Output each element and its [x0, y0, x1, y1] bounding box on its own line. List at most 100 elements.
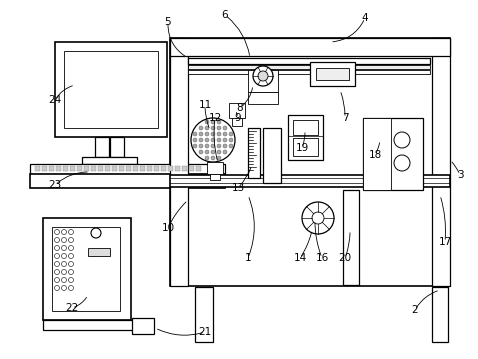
Circle shape — [211, 126, 215, 130]
Circle shape — [223, 144, 227, 148]
Bar — [188, 70, 430, 74]
Text: 7: 7 — [342, 113, 348, 123]
Circle shape — [62, 261, 66, 266]
Bar — [189, 166, 194, 171]
Circle shape — [211, 144, 215, 148]
Circle shape — [54, 238, 59, 242]
Circle shape — [68, 285, 74, 290]
Text: 13: 13 — [231, 183, 245, 193]
Circle shape — [217, 150, 221, 154]
Text: 16: 16 — [315, 253, 328, 263]
Bar — [363, 118, 391, 190]
Bar — [182, 166, 187, 171]
Circle shape — [211, 120, 215, 124]
Bar — [88, 248, 110, 256]
Circle shape — [54, 278, 59, 283]
Circle shape — [205, 120, 209, 124]
Bar — [288, 115, 323, 160]
Bar — [170, 38, 450, 286]
Bar — [248, 128, 260, 178]
Circle shape — [394, 155, 410, 171]
Bar — [110, 137, 124, 157]
Bar — [91, 166, 96, 171]
Bar — [133, 166, 138, 171]
Circle shape — [217, 144, 221, 148]
Circle shape — [229, 144, 233, 148]
Bar — [232, 118, 242, 126]
Text: 6: 6 — [222, 10, 228, 20]
Circle shape — [302, 202, 334, 234]
Text: 17: 17 — [438, 237, 452, 247]
Bar — [126, 166, 131, 171]
Circle shape — [62, 270, 66, 275]
Text: 24: 24 — [48, 95, 62, 105]
Bar — [170, 38, 450, 56]
Bar — [293, 120, 318, 135]
Bar — [154, 166, 159, 171]
Circle shape — [68, 261, 74, 266]
Circle shape — [68, 246, 74, 251]
Bar — [84, 166, 89, 171]
Bar — [42, 166, 47, 171]
Bar — [161, 166, 166, 171]
Circle shape — [223, 132, 227, 136]
Bar — [188, 58, 430, 64]
Bar — [105, 166, 110, 171]
Bar — [170, 38, 188, 286]
Bar — [432, 287, 448, 342]
Circle shape — [62, 253, 66, 258]
Circle shape — [205, 138, 209, 142]
Circle shape — [312, 212, 324, 224]
Circle shape — [223, 138, 227, 142]
Circle shape — [211, 132, 215, 136]
Circle shape — [217, 138, 221, 142]
Bar — [77, 166, 82, 171]
Circle shape — [199, 126, 203, 130]
Text: 22: 22 — [65, 303, 78, 313]
Text: 8: 8 — [237, 103, 243, 113]
Circle shape — [217, 132, 221, 136]
Circle shape — [205, 126, 209, 130]
Bar — [248, 92, 278, 104]
Circle shape — [199, 132, 203, 136]
Bar — [95, 137, 109, 157]
Circle shape — [217, 156, 221, 160]
Text: 12: 12 — [208, 113, 222, 123]
Bar — [175, 166, 180, 171]
Text: 2: 2 — [412, 305, 418, 315]
Circle shape — [193, 132, 197, 136]
Bar — [168, 166, 173, 171]
Text: 11: 11 — [198, 100, 212, 110]
Bar — [293, 138, 318, 156]
Circle shape — [54, 253, 59, 258]
Bar — [98, 166, 103, 171]
Bar — [343, 190, 359, 285]
Bar — [170, 175, 450, 187]
Circle shape — [217, 120, 221, 124]
Circle shape — [54, 246, 59, 251]
Bar — [30, 164, 225, 174]
Circle shape — [229, 138, 233, 142]
Text: 3: 3 — [456, 170, 463, 180]
Bar — [248, 70, 278, 92]
Bar — [35, 166, 40, 171]
Circle shape — [54, 285, 59, 290]
Circle shape — [54, 229, 59, 234]
Circle shape — [68, 253, 74, 258]
Bar — [56, 166, 61, 171]
Bar — [52, 227, 120, 311]
Bar — [55, 42, 167, 137]
Circle shape — [205, 150, 209, 154]
Text: 9: 9 — [235, 113, 241, 123]
Text: 19: 19 — [295, 143, 309, 153]
Circle shape — [62, 229, 66, 234]
Text: 14: 14 — [293, 253, 306, 263]
Bar — [49, 166, 54, 171]
Circle shape — [211, 150, 215, 154]
Circle shape — [258, 71, 268, 81]
Bar — [43, 218, 131, 320]
Circle shape — [223, 150, 227, 154]
Circle shape — [191, 118, 235, 162]
Circle shape — [394, 132, 410, 148]
Bar — [316, 68, 349, 80]
